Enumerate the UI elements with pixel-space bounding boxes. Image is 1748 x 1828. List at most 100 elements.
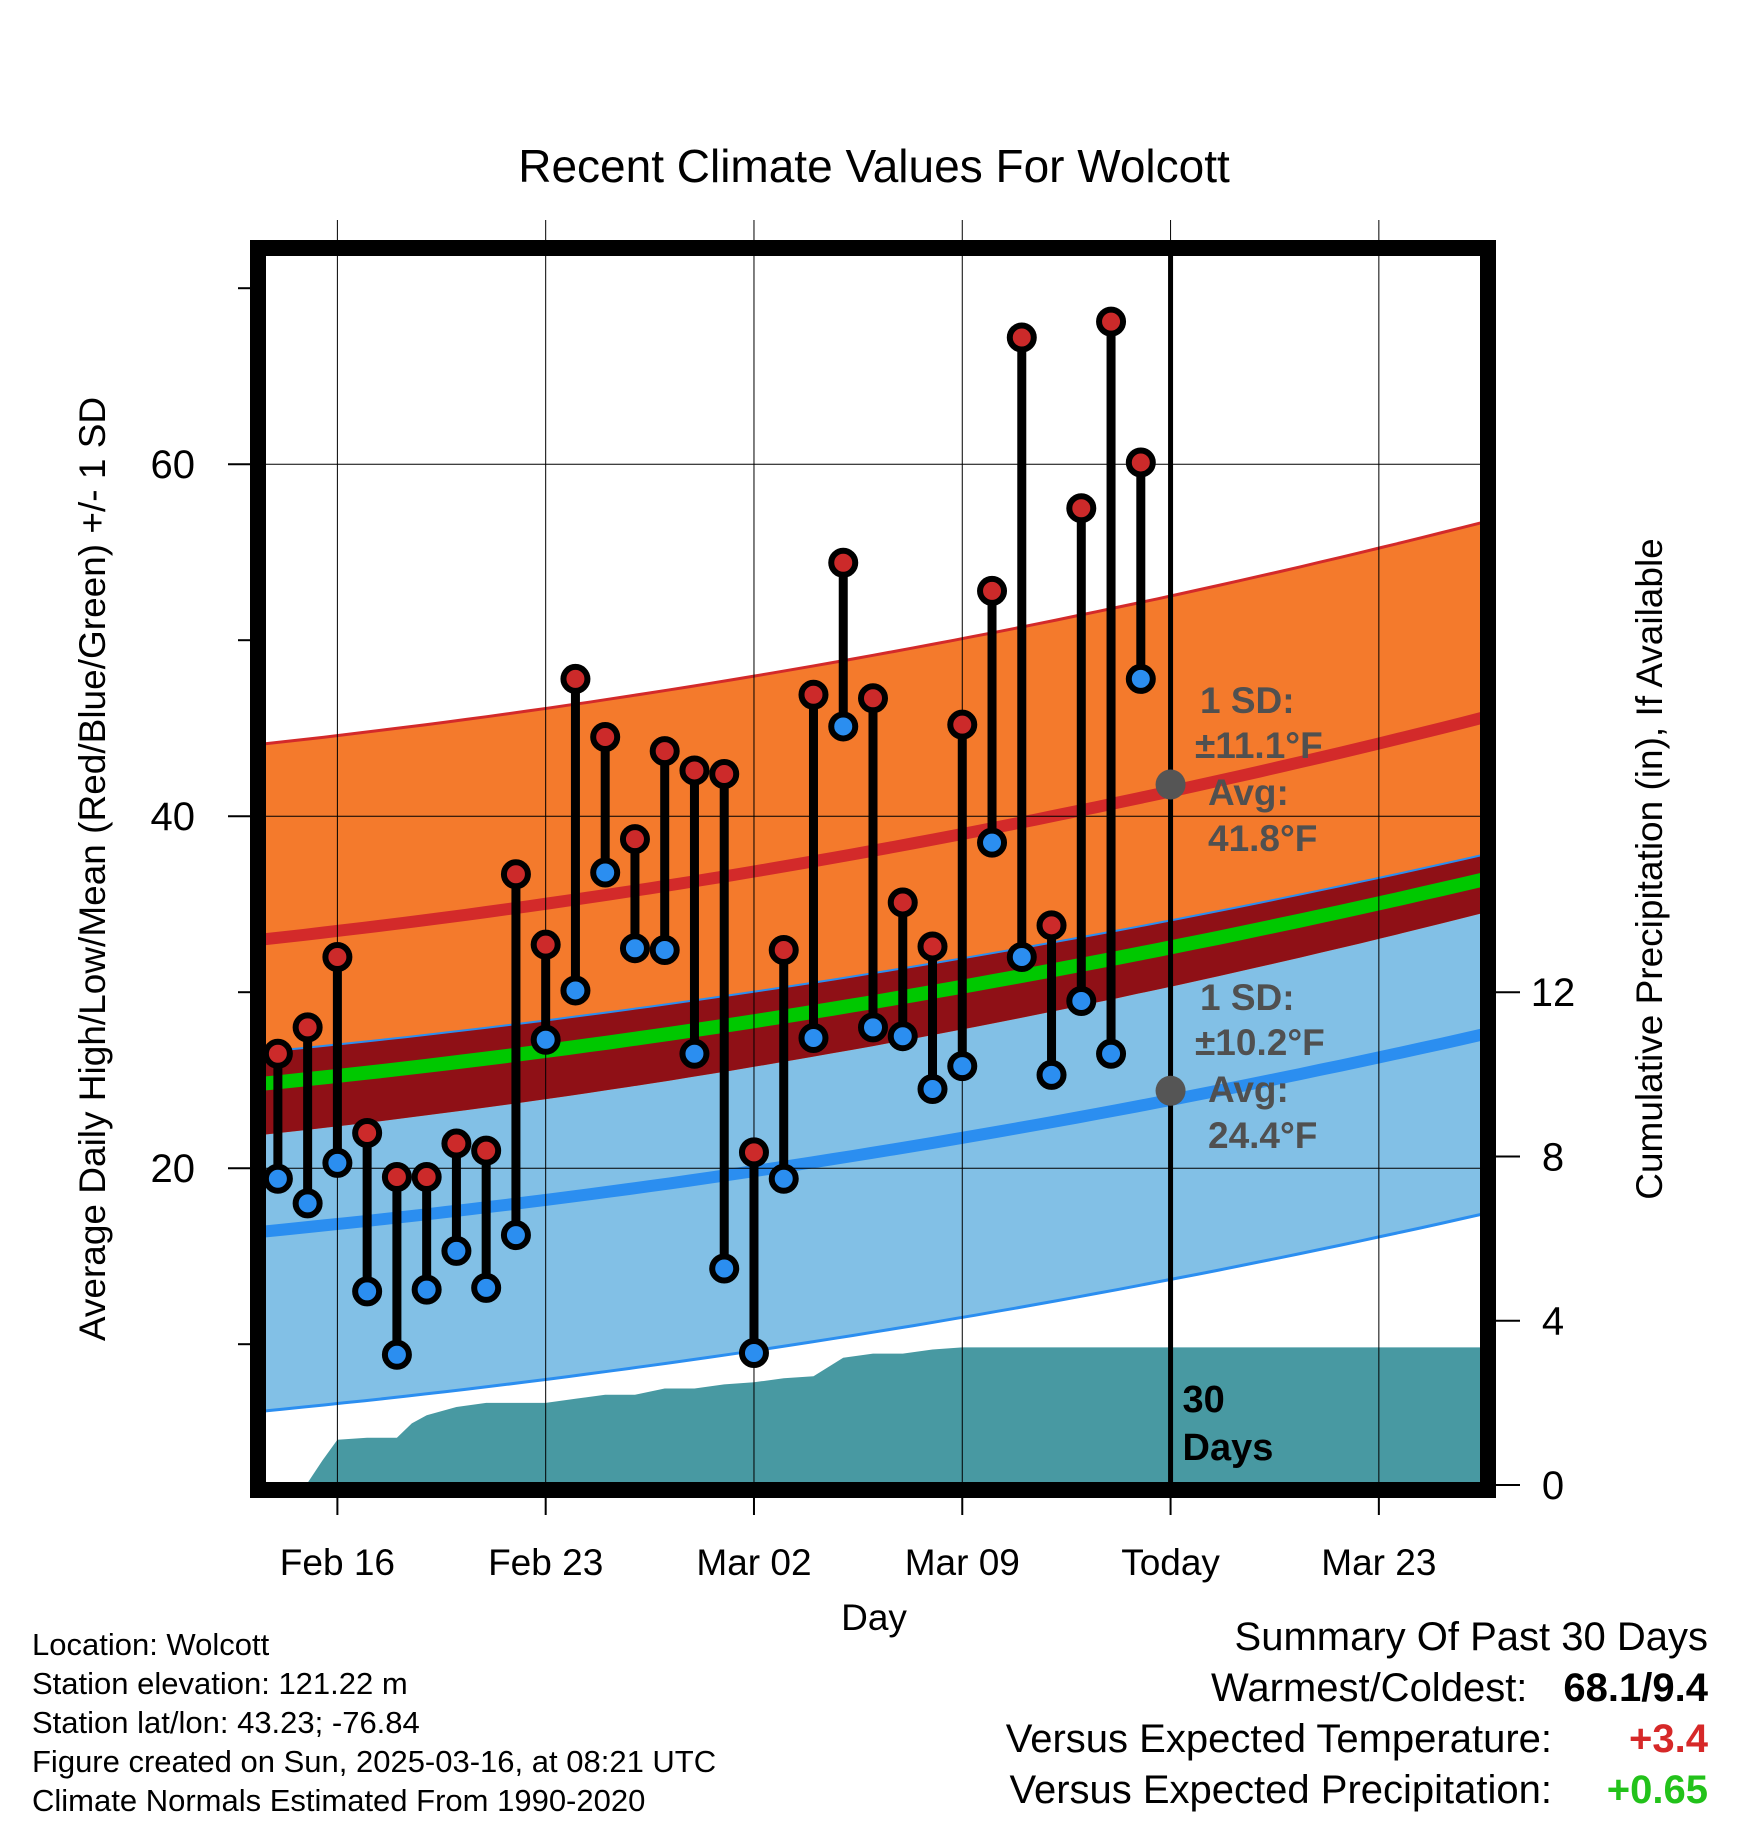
- daily-low-point: [649, 934, 680, 965]
- daily-low-point: [381, 1339, 412, 1370]
- today-low-normal-dot: [1155, 1075, 1186, 1106]
- y-tick-label: 20: [151, 1147, 196, 1191]
- avg-value: 24.4°F: [1208, 1115, 1317, 1156]
- daily-low-point: [471, 1272, 502, 1303]
- sd-value: ±10.2°F: [1195, 1022, 1325, 1063]
- y-tick-label: 60: [151, 443, 196, 487]
- summary-panel: Summary Of Past 30 Days Warmest/Coldest:…: [1006, 1612, 1708, 1816]
- x-axis-label: Day: [841, 1597, 907, 1638]
- sd-value: ±11.1°F: [1195, 725, 1323, 766]
- daily-low-point: [1006, 942, 1037, 972]
- chart-title: Recent Climate Values For Wolcott: [518, 140, 1230, 192]
- warm-cold-label: Warmest/Coldest:: [1211, 1666, 1528, 1710]
- daily-low-point: [530, 1024, 561, 1055]
- location-text: Location: Wolcott: [32, 1627, 270, 1662]
- plot-border: [250, 240, 1496, 1498]
- elevation-text: Station elevation: 121.22 m: [32, 1666, 408, 1701]
- precip-area: [263, 1347, 1483, 1485]
- observation-layer: [262, 306, 1186, 1370]
- daily-high-point: [738, 1137, 769, 1168]
- low-band-lower-edge: [263, 1212, 1483, 1413]
- daily-low-point: [768, 1163, 799, 1194]
- high-normal-annotation: 1 SD:±11.1°F Avg: 41.8°F: [1195, 680, 1323, 859]
- avg-label: Avg:: [1208, 772, 1289, 813]
- y2-tick-label: 4: [1542, 1300, 1564, 1344]
- daily-high-point: [947, 709, 978, 740]
- daily-high-point: [322, 942, 353, 972]
- temp-label: Versus Expected Temperature:: [1005, 1717, 1552, 1761]
- y-tick-label: 40: [151, 795, 196, 839]
- summary-precip: Versus Expected Precipitation: +0.65: [1006, 1765, 1708, 1816]
- daily-low-point: [709, 1253, 740, 1284]
- daily-high-point: [977, 575, 1008, 606]
- daily-high-point: [590, 722, 621, 752]
- daily-high-point: [441, 1128, 472, 1159]
- daily-low-point: [411, 1274, 442, 1305]
- station-info: Location: Wolcott Station elevation: 121…: [32, 1625, 716, 1820]
- created-text: Figure created on Sun, 2025-03-16, at 08…: [32, 1744, 717, 1779]
- daily-high-point: [352, 1118, 383, 1148]
- low-sd-band: [263, 854, 1483, 1412]
- daily-low-point: [738, 1338, 769, 1368]
- temp-value: +3.4: [1629, 1717, 1708, 1761]
- y2-tick-label: 8: [1542, 1135, 1564, 1179]
- daily-high-point: [917, 931, 948, 962]
- daily-high-point: [619, 824, 650, 855]
- high-band-upper-edge: [263, 520, 1483, 746]
- x-tick-label: Today: [1121, 1542, 1220, 1583]
- summary-title: Summary Of Past 30 Days: [1234, 1615, 1708, 1659]
- precip-value: +0.65: [1606, 1768, 1708, 1812]
- daily-high-point: [411, 1162, 442, 1192]
- daily-low-point: [322, 1147, 353, 1178]
- summary-warm-cold: Warmest/Coldest: 68.1/9.4: [1006, 1663, 1708, 1714]
- daily-low-point: [441, 1235, 472, 1266]
- daily-high-point: [1036, 910, 1067, 941]
- avg-label: Avg:: [1208, 1069, 1289, 1110]
- daily-high-point: [530, 929, 561, 960]
- axes: Feb 16 Feb 23 Mar 02 Mar 09 Today Mar 2320406…: [151, 287, 1576, 1583]
- today-high-normal-dot: [1155, 769, 1186, 800]
- daily-high-point: [828, 547, 859, 578]
- daily-low-point: [1066, 986, 1097, 1016]
- daily-low-point: [977, 827, 1008, 858]
- daily-low-point: [590, 857, 621, 888]
- normals-text: Climate Normals Estimated From 1990-2020: [32, 1783, 646, 1818]
- x-tick-label: Feb 23: [488, 1542, 603, 1583]
- daily-high-point: [1006, 322, 1037, 353]
- daily-high-point: [471, 1135, 502, 1166]
- daily-high-point: [887, 887, 918, 918]
- x-tick-label: Mar 23: [1321, 1542, 1436, 1583]
- daily-low-point: [500, 1220, 531, 1251]
- daily-high-point: [768, 934, 799, 965]
- daily-high-point: [381, 1162, 412, 1192]
- daily-low-point: [1125, 663, 1156, 694]
- precip-label: Versus Expected Precipitation:: [1009, 1768, 1552, 1812]
- daily-low-point: [1096, 1038, 1127, 1069]
- daily-low-point: [619, 933, 650, 964]
- daily-low-point: [798, 1022, 829, 1053]
- summary-temp: Versus Expected Temperature: +3.4: [1006, 1714, 1708, 1765]
- avg-value: 41.8°F: [1208, 818, 1317, 859]
- x-tick-label: Feb 16: [280, 1542, 395, 1583]
- daily-low-point: [947, 1051, 978, 1082]
- daily-high-point: [1125, 447, 1156, 478]
- daily-low-point: [292, 1188, 323, 1219]
- today-days-label: Days: [1183, 1427, 1274, 1469]
- y2-tick-label: 12: [1531, 971, 1576, 1015]
- daily-high-point: [1096, 306, 1127, 337]
- daily-low-point: [858, 1012, 888, 1043]
- daily-high-point: [709, 758, 740, 789]
- daily-high-point: [858, 683, 888, 714]
- plot-frame: [250, 240, 1496, 1498]
- daily-high-point: [798, 679, 829, 710]
- sd-label: 1 SD:: [1200, 680, 1295, 721]
- normal-low-line: [263, 1028, 1483, 1238]
- y-axis-label: Average Daily High/Low/Mean (Red/Blue/Gr…: [72, 397, 113, 1341]
- daily-low-point: [262, 1163, 293, 1194]
- today-days-number: 30: [1183, 1379, 1225, 1421]
- sd-label: 1 SD:: [1200, 977, 1295, 1018]
- daily-high-point: [500, 859, 531, 890]
- warm-cold-value: 68.1/9.4: [1563, 1666, 1708, 1710]
